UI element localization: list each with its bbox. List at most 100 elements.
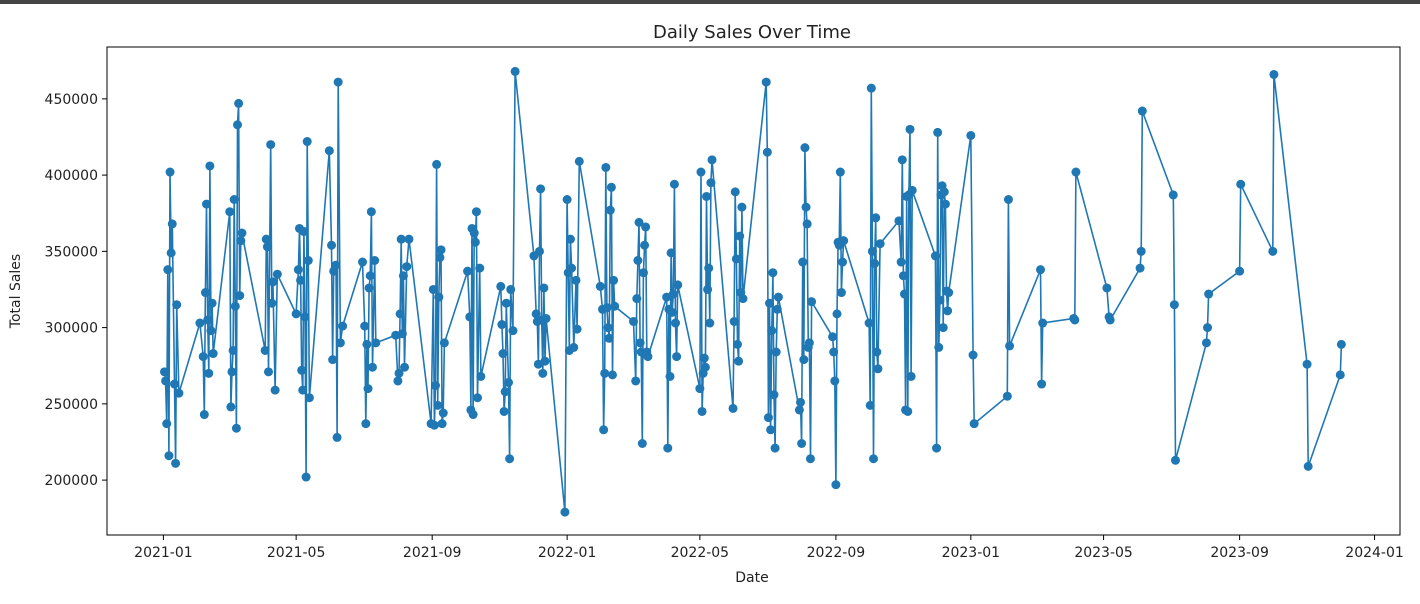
point [473,393,483,403]
point [437,419,447,429]
point [899,289,909,299]
point [267,298,277,308]
point [737,202,747,212]
point [396,234,406,244]
point [798,257,808,267]
point [940,199,950,209]
point [770,443,780,453]
point [903,406,913,416]
point [1003,195,1013,204]
x-tick-label: 2024-01 [1345,545,1404,561]
point [301,472,311,482]
point [501,298,511,308]
point [643,352,653,362]
point [565,234,575,244]
point [768,268,778,278]
point [534,246,544,256]
point [671,318,681,328]
point [207,298,217,308]
point [696,167,706,177]
point [1070,315,1080,325]
point [428,284,438,294]
point [471,207,481,217]
point [1005,341,1015,351]
point [839,236,849,246]
point [898,271,908,281]
point [569,342,579,352]
point [872,347,882,357]
point [300,312,310,322]
point [363,384,373,394]
point [802,219,812,229]
point [641,222,651,232]
point [236,236,246,246]
point [272,269,282,279]
point [1303,461,1313,471]
point [362,339,372,349]
point [894,216,904,226]
point [796,397,806,407]
point [932,443,942,453]
point [640,240,650,250]
point [164,451,174,461]
point [497,320,507,330]
point [203,315,213,325]
point [227,367,237,377]
point [832,309,842,319]
point [237,228,247,238]
point [870,259,880,269]
point [707,155,717,165]
point [1170,455,1180,465]
point [1302,359,1312,369]
point [728,403,738,413]
window-bar [0,0,1420,4]
point [572,324,582,334]
point [541,313,551,323]
point [865,400,875,410]
point [871,213,881,223]
point [226,402,236,412]
point [934,342,944,352]
point [229,195,239,204]
point [632,294,642,304]
point [298,385,308,395]
point [1102,283,1112,293]
point [669,179,679,189]
point [1105,315,1115,325]
point [433,400,443,410]
point [637,439,647,448]
point [1036,265,1046,275]
point [228,345,238,355]
point [700,362,710,372]
point [165,167,175,177]
point [431,381,441,391]
point [263,367,273,377]
point [1071,167,1081,177]
point [665,371,675,381]
point [360,321,370,331]
point [328,355,338,365]
point [506,284,516,294]
point [562,195,572,204]
x-tick-label: 2023-05 [1074,545,1133,561]
point [763,413,773,423]
point [634,217,644,227]
point [935,295,945,305]
point [668,289,678,299]
point [672,352,682,362]
point [730,187,740,197]
x-axis-label: Date [735,570,768,586]
point [531,309,541,319]
point [1136,246,1146,256]
point [540,356,550,366]
point [574,156,584,166]
point [233,120,243,130]
y-tick-label: 300000 [45,321,98,337]
point [896,257,906,267]
point [599,425,609,435]
point [600,368,610,378]
point [731,254,741,264]
point [767,326,777,336]
point [291,309,301,319]
chart-title: Daily Sales Over Time [653,22,851,43]
